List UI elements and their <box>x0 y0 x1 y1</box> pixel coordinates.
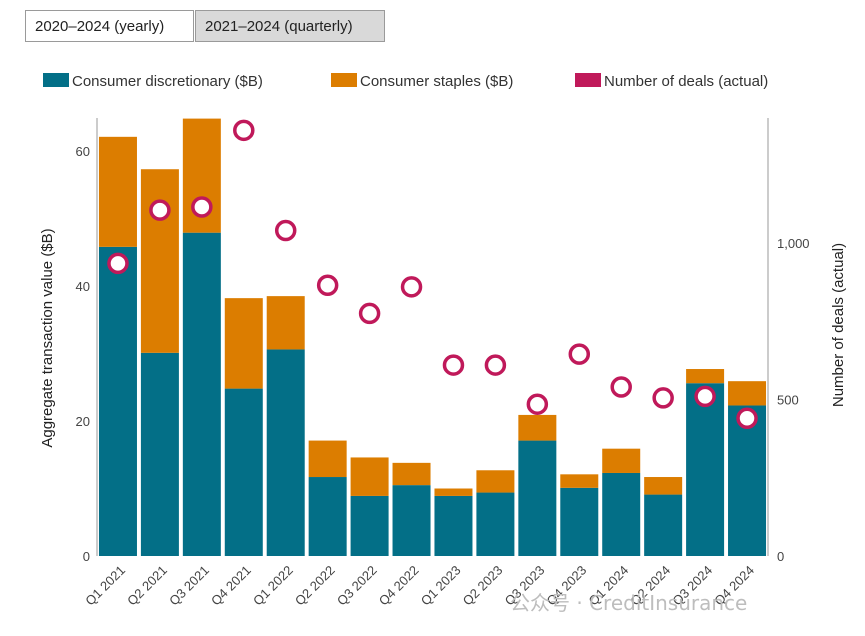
deal-count-marker[interactable] <box>233 119 255 142</box>
y-tick-label: 60 <box>76 144 90 159</box>
y2-tick-label: 500 <box>777 393 799 408</box>
bar-staples[interactable] <box>350 457 389 496</box>
deal-count-marker[interactable] <box>526 393 549 415</box>
x-tick-label: Q4 2021 <box>208 563 254 609</box>
y-axis-title: Aggregate transaction value ($B) <box>39 228 56 447</box>
bar-discretionary[interactable] <box>644 494 683 556</box>
x-tick-label: Q2 2022 <box>292 563 338 609</box>
tab-yearly[interactable]: 2020–2024 (yearly) <box>25 10 194 42</box>
x-tick-label: Q2 2023 <box>460 563 506 609</box>
bar-staples[interactable] <box>98 136 137 247</box>
bar-staples[interactable] <box>224 298 263 389</box>
deal-count-marker[interactable] <box>736 407 758 430</box>
bar-discretionary[interactable] <box>266 349 305 556</box>
bar-staples[interactable] <box>518 414 557 441</box>
bar-staples[interactable] <box>308 440 347 478</box>
deal-count-marker[interactable] <box>358 302 381 325</box>
bar-staples[interactable] <box>266 296 305 350</box>
y2-tick-label: 0 <box>777 549 784 564</box>
bar-staples[interactable] <box>476 470 515 493</box>
bar-staples[interactable] <box>140 169 179 353</box>
bar-staples[interactable] <box>728 381 767 406</box>
legend-label-staples: Consumer staples ($B) <box>360 73 513 90</box>
y2-tick-label: 1,000 <box>777 236 810 251</box>
deal-count-marker[interactable] <box>694 385 716 408</box>
bar-staples[interactable] <box>602 448 641 473</box>
deal-count-marker[interactable] <box>568 343 591 365</box>
bar-staples[interactable] <box>686 369 725 384</box>
x-tick-label: Q1 2022 <box>250 563 296 609</box>
deal-count-marker[interactable] <box>107 252 129 275</box>
y2-axis-title: Number of deals (actual) <box>830 243 847 407</box>
deal-count-marker[interactable] <box>274 219 297 242</box>
x-tick-label: Q3 2021 <box>166 563 212 609</box>
deal-count-marker[interactable] <box>149 199 171 221</box>
bar-discretionary[interactable] <box>602 472 641 556</box>
bar-staples[interactable] <box>434 488 473 496</box>
x-tick-label: Q2 2021 <box>124 563 170 609</box>
deal-count-marker[interactable] <box>400 276 423 298</box>
deal-count-marker[interactable] <box>316 274 339 297</box>
legend-label-discretionary: Consumer discretionary ($B) <box>72 73 263 90</box>
view-toggle: 2020–2024 (yearly) 2021–2024 (quarterly) <box>25 10 385 42</box>
tab-quarterly[interactable]: 2021–2024 (quarterly) <box>195 10 385 42</box>
y-tick-label: 0 <box>83 549 90 564</box>
legend-label-deals: Number of deals (actual) <box>604 73 768 90</box>
x-tick-label: Q4 2022 <box>376 563 422 609</box>
deal-count-marker[interactable] <box>610 376 632 398</box>
deal-count-marker[interactable] <box>652 387 674 409</box>
watermark-text: 公众号 · CreditInsurance <box>510 591 747 615</box>
bar-discretionary[interactable] <box>518 440 557 556</box>
bar-staples[interactable] <box>560 474 599 488</box>
bar-discretionary[interactable] <box>350 495 389 556</box>
deal-count-marker[interactable] <box>442 354 465 376</box>
bar-discretionary[interactable] <box>182 232 221 557</box>
bar-discretionary[interactable] <box>224 388 263 556</box>
bar-staples[interactable] <box>644 477 683 495</box>
deal-count-marker[interactable] <box>191 196 213 218</box>
bar-discretionary[interactable] <box>140 352 179 556</box>
bar-discretionary[interactable] <box>560 487 599 556</box>
legend-swatch-discretionary <box>43 73 69 87</box>
bar-discretionary[interactable] <box>98 246 137 556</box>
deal-count-marker[interactable] <box>484 354 507 376</box>
legend-swatch-deals <box>575 73 601 87</box>
bar-discretionary[interactable] <box>476 492 515 556</box>
bar-staples[interactable] <box>392 462 431 486</box>
bar-discretionary[interactable] <box>434 495 473 556</box>
bar-discretionary[interactable] <box>308 477 347 556</box>
y-tick-label: 20 <box>76 414 90 429</box>
x-tick-label: Q3 2022 <box>334 563 380 609</box>
bar-discretionary[interactable] <box>686 383 725 556</box>
x-tick-label: Q1 2023 <box>418 563 464 609</box>
bar-discretionary[interactable] <box>392 485 431 556</box>
y-tick-label: 40 <box>76 279 90 294</box>
x-tick-label: Q1 2021 <box>82 563 128 609</box>
bar-discretionary[interactable] <box>728 405 767 556</box>
legend-swatch-staples <box>331 73 357 87</box>
